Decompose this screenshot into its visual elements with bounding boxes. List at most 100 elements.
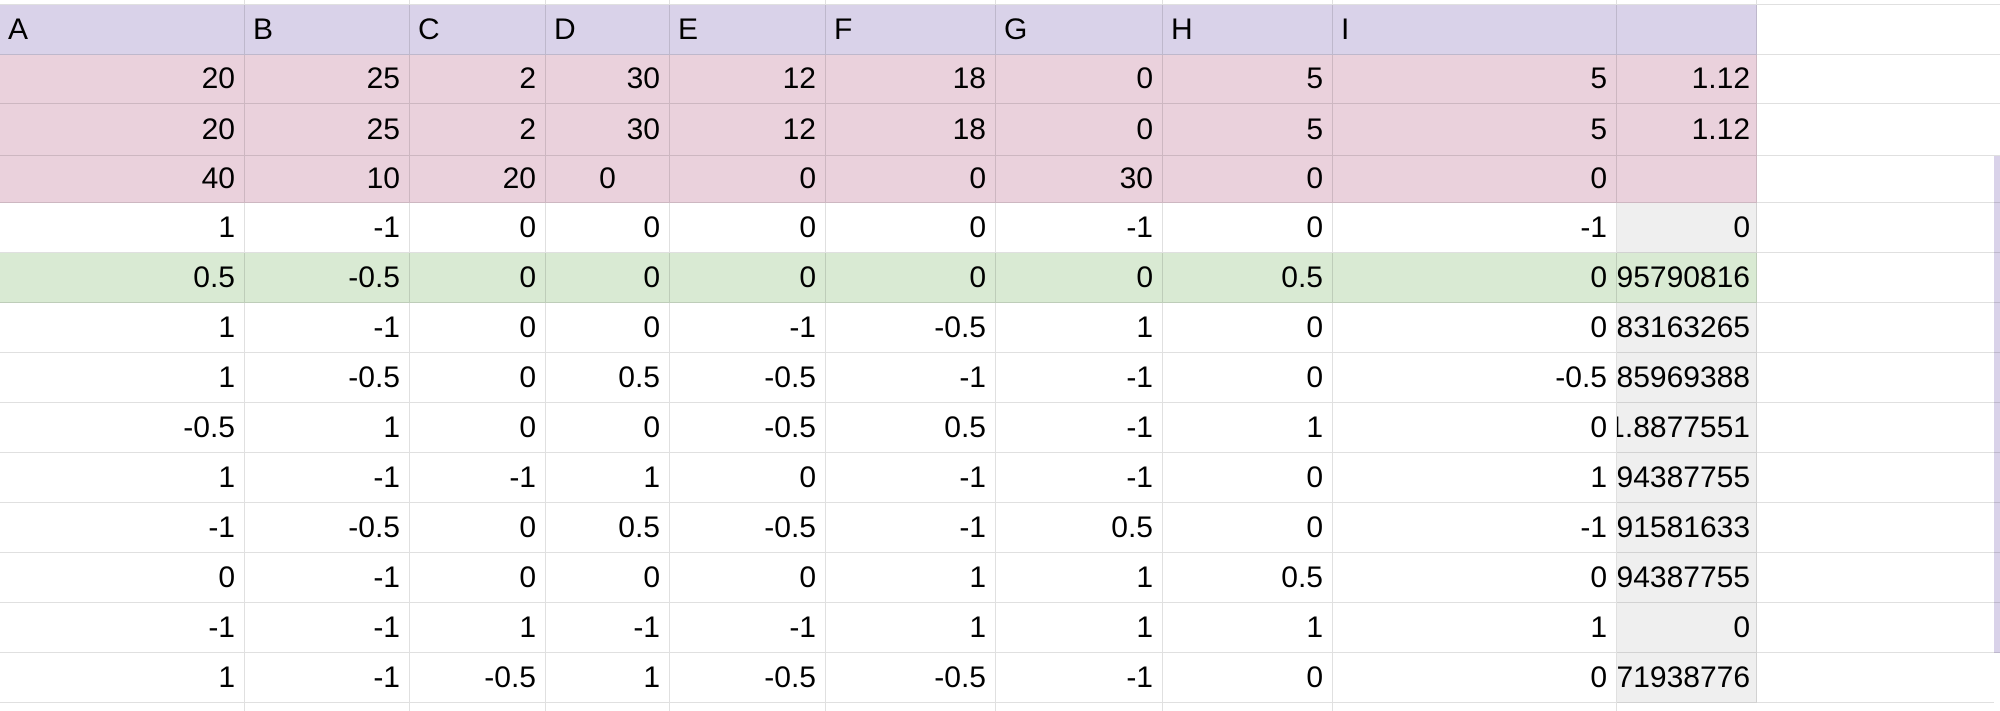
row-header-empty-2[interactable] (1994, 55, 2000, 104)
cell-8-D[interactable]: 0 (546, 553, 670, 603)
cell-10-G[interactable]: -1 (996, 653, 1163, 703)
corner-cell[interactable] (1994, 0, 2000, 5)
cell-1-E[interactable]: 0 (670, 203, 826, 253)
cell-8-G[interactable]: 1 (996, 553, 1163, 603)
param-cell-3-F[interactable]: 0 (826, 156, 996, 203)
cell-5-C[interactable]: 0 (410, 403, 546, 453)
param-cell-1-E[interactable]: 12 (670, 55, 826, 104)
cell-5-H[interactable]: 1 (1163, 403, 1333, 453)
cell-2-H[interactable]: 0.5 (1163, 253, 1333, 303)
cell-4-F[interactable]: -1 (826, 353, 996, 403)
param-cell-2-I[interactable]: 5 (1333, 104, 1617, 156)
param-cell-2-H[interactable]: 5 (1163, 104, 1333, 156)
param-cell-3-A[interactable]: 40 (0, 156, 245, 203)
cell-6-D[interactable]: 1 (546, 453, 670, 503)
cell-7-H[interactable]: 0 (1163, 503, 1333, 553)
cell-6-F[interactable]: -1 (826, 453, 996, 503)
partial-cell-right[interactable] (1757, 603, 1994, 653)
cell-7-F[interactable]: -1 (826, 503, 996, 553)
param-cell-2-D[interactable]: 30 (546, 104, 670, 156)
param-cell-1-H[interactable]: 5 (1163, 55, 1333, 104)
param-cell-3-H[interactable]: 0 (1163, 156, 1333, 203)
result-cell-8[interactable]: 15.94387755 (1617, 553, 1757, 603)
partial-cell-top[interactable] (826, 0, 996, 5)
cell-7-A[interactable]: -1 (0, 503, 245, 553)
partial-cell-bottom[interactable] (826, 703, 996, 711)
param-cell-3-B[interactable]: 10 (245, 156, 410, 203)
partial-cell-bottom[interactable] (245, 703, 410, 711)
col-header-A[interactable]: A (0, 5, 245, 55)
cell-2-I[interactable]: 0 (1333, 253, 1617, 303)
cell-10-C[interactable]: -0.5 (410, 653, 546, 703)
cell-8-I[interactable]: 0 (1333, 553, 1617, 603)
cell-9-A[interactable]: -1 (0, 603, 245, 653)
cell-6-E[interactable]: 0 (670, 453, 826, 503)
cell-6-I[interactable]: 1 (1333, 453, 1617, 503)
partial-cell-right[interactable] (1757, 353, 1994, 403)
row-header-1[interactable]: 1 (1994, 156, 2000, 203)
col-header-H[interactable]: H (1163, 5, 1333, 55)
cell-3-B[interactable]: -1 (245, 303, 410, 353)
param-cell-3-C[interactable]: 20 (410, 156, 546, 203)
col-header-F[interactable]: F (826, 5, 996, 55)
cell-8-E[interactable]: 0 (670, 553, 826, 603)
cell-1-I[interactable]: -1 (1333, 203, 1617, 253)
result-cell-2[interactable]: 11.95790816 (1617, 253, 1757, 303)
cell-2-E[interactable]: 0 (670, 253, 826, 303)
cell-9-C[interactable]: 1 (410, 603, 546, 653)
partial-cell-top[interactable] (1757, 0, 1994, 5)
partial-cell-bottom[interactable] (1333, 703, 1617, 711)
cell-6-H[interactable]: 0 (1163, 453, 1333, 503)
partial-cell-right[interactable] (1757, 403, 1994, 453)
cell-2-B[interactable]: -0.5 (245, 253, 410, 303)
partial-cell-top[interactable] (546, 0, 670, 5)
partial-cell-top[interactable] (1163, 0, 1333, 5)
cell-9-H[interactable]: 1 (1163, 603, 1333, 653)
cell-4-G[interactable]: -1 (996, 353, 1163, 403)
cell-4-C[interactable]: 0 (410, 353, 546, 403)
cell-5-G[interactable]: -1 (996, 403, 1163, 453)
cell-7-I[interactable]: -1 (1333, 503, 1617, 553)
result-cell-7[interactable]: -23.91581633 (1617, 503, 1757, 553)
cell-10-I[interactable]: 0 (1333, 653, 1617, 703)
row-header-3[interactable]: 3 (1994, 253, 2000, 303)
cell-6-C[interactable]: -1 (410, 453, 546, 503)
cell-3-E[interactable]: -1 (670, 303, 826, 353)
param-cell-2-G[interactable]: 0 (996, 104, 1163, 156)
row-header-empty-3[interactable] (1994, 104, 2000, 156)
cell-3-F[interactable]: -0.5 (826, 303, 996, 353)
row-header-10[interactable]: 10 (1994, 603, 2000, 653)
cell-5-A[interactable]: -0.5 (0, 403, 245, 453)
row-header-8[interactable]: 8 (1994, 503, 2000, 553)
cell-5-F[interactable]: 0.5 (826, 403, 996, 453)
partial-cell-right[interactable] (1757, 503, 1994, 553)
result-cell-1[interactable]: 0 (1617, 203, 1757, 253)
cell-9-G[interactable]: 1 (996, 603, 1163, 653)
partial-cell-bottom[interactable] (670, 703, 826, 711)
cell-8-C[interactable]: 0 (410, 553, 546, 603)
cell-1-A[interactable]: 1 (0, 203, 245, 253)
cell-9-I[interactable]: 1 (1333, 603, 1617, 653)
cell-1-C[interactable]: 0 (410, 203, 546, 253)
cell-3-G[interactable]: 1 (996, 303, 1163, 353)
partial-cell-bottom[interactable] (996, 703, 1163, 711)
cell-8-B[interactable]: -1 (245, 553, 410, 603)
result-cell-4[interactable]: 3.985969388 (1617, 353, 1757, 403)
param-cell-3-I[interactable]: 0 (1333, 156, 1617, 203)
param-cell-1-G[interactable]: 0 (996, 55, 1163, 104)
cell-6-B[interactable]: -1 (245, 453, 410, 503)
cell-3-I[interactable]: 0 (1333, 303, 1617, 353)
param-cell-1-C[interactable]: 2 (410, 55, 546, 104)
cell-5-I[interactable]: 0 (1333, 403, 1617, 453)
col-header-I[interactable]: I (1333, 5, 1617, 55)
partial-cell-right[interactable] (1757, 104, 1994, 156)
col-header-result[interactable] (1617, 5, 1757, 55)
row-header-empty-1[interactable] (1994, 5, 2000, 55)
cell-9-F[interactable]: 1 (826, 603, 996, 653)
cell-10-F[interactable]: -0.5 (826, 653, 996, 703)
param-cell-2-A[interactable]: 20 (0, 104, 245, 156)
cell-4-D[interactable]: 0.5 (546, 353, 670, 403)
cell-6-G[interactable]: -1 (996, 453, 1163, 503)
partial-cell-bottom[interactable] (1994, 653, 2000, 703)
param-cell-2-C[interactable]: 2 (410, 104, 546, 156)
